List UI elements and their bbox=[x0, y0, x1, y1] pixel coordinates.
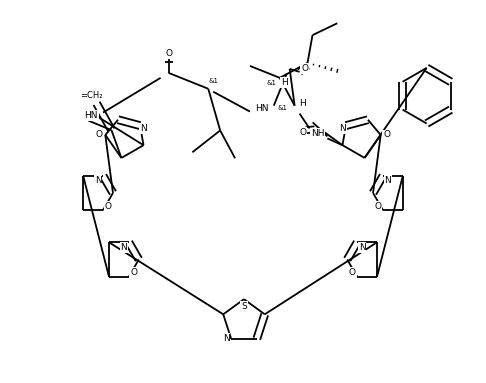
Text: &1: &1 bbox=[278, 105, 288, 111]
Text: H: H bbox=[299, 99, 306, 108]
Text: O: O bbox=[301, 64, 308, 74]
Text: N: N bbox=[95, 176, 102, 185]
Text: N: N bbox=[223, 334, 229, 343]
Text: HN: HN bbox=[85, 111, 98, 120]
Text: =CH₂: =CH₂ bbox=[80, 91, 103, 100]
Text: O: O bbox=[375, 202, 382, 211]
Text: O: O bbox=[383, 131, 390, 139]
Text: HN: HN bbox=[255, 104, 269, 113]
Text: N: N bbox=[340, 124, 347, 133]
Text: O: O bbox=[348, 268, 356, 277]
Text: O: O bbox=[104, 202, 111, 211]
Text: &1: &1 bbox=[208, 78, 218, 84]
Text: NH: NH bbox=[311, 129, 324, 138]
Text: N: N bbox=[359, 243, 365, 252]
Text: N: N bbox=[384, 176, 391, 185]
Text: O: O bbox=[165, 49, 172, 57]
Text: S: S bbox=[241, 302, 247, 311]
Text: O: O bbox=[130, 268, 138, 277]
Text: H: H bbox=[281, 78, 288, 87]
Text: &1: &1 bbox=[267, 80, 277, 86]
Text: O: O bbox=[96, 131, 103, 139]
Text: N: N bbox=[121, 243, 127, 252]
Text: N: N bbox=[139, 124, 146, 133]
Text: O: O bbox=[299, 128, 306, 137]
